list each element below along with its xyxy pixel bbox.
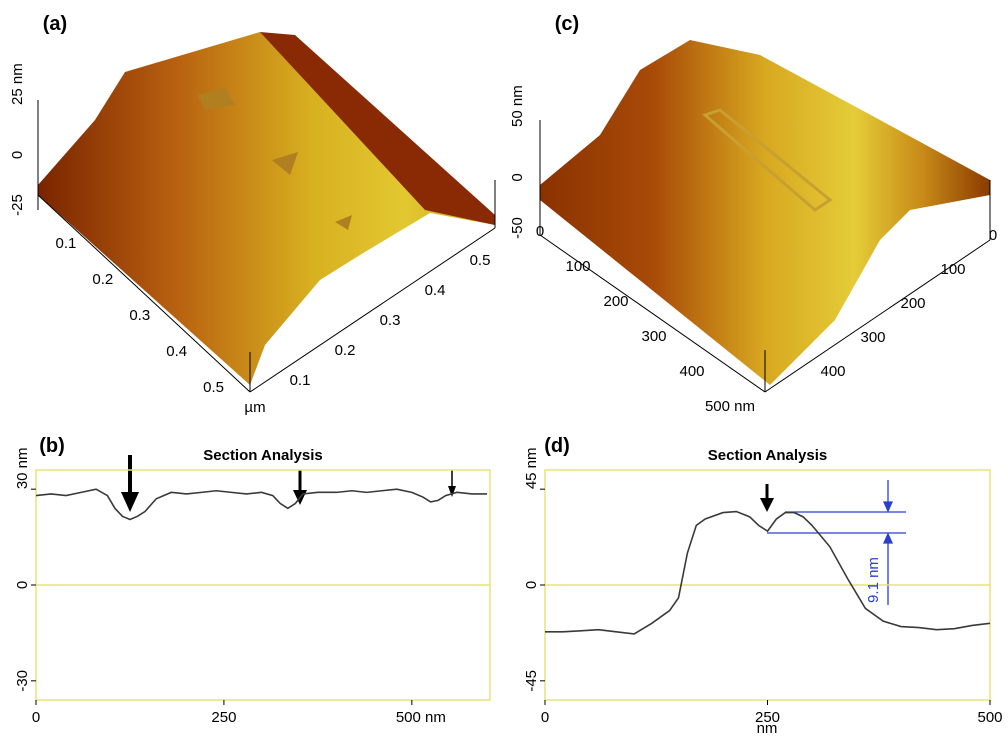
y-tick-label: 30 nm	[14, 447, 31, 489]
x-tick-label: 0	[536, 223, 544, 240]
panel-label: (b)	[39, 435, 65, 457]
y-tick-label: 0	[989, 227, 997, 244]
panel-label: (a)	[43, 13, 67, 35]
x-tick-label: 250	[211, 709, 236, 726]
x-tick-label: 0.5	[203, 379, 224, 396]
annotation: 9.1 nm	[865, 557, 882, 603]
panel-label: (c)	[555, 13, 579, 35]
surface-image	[539, 40, 991, 393]
y-tick-label: -30	[14, 670, 31, 692]
x-tick-label: 400	[679, 363, 704, 380]
x-tick-label: 0.2	[92, 271, 113, 288]
x-tick-label: 250	[755, 709, 780, 726]
y-tick-label: 0.1	[290, 372, 311, 389]
y-tick-label: 0.4	[425, 282, 446, 299]
x-tick-label: 0.4	[166, 343, 187, 360]
x-tick-label: 0	[32, 709, 40, 726]
y-tick-label: -45	[523, 670, 540, 692]
y-tick-label: 0	[14, 581, 31, 589]
x-tick-label: 500 nm	[705, 398, 755, 415]
y-tick-label: 200	[900, 295, 925, 312]
profile-line	[545, 510, 991, 635]
z-tick-label: -50	[509, 217, 526, 239]
x-tick-label: 100	[565, 258, 590, 275]
y-tick-label: 0.5	[470, 252, 491, 269]
chart-title: Section Analysis	[708, 447, 828, 464]
z-tick-label: 50 nm	[509, 85, 526, 127]
y-tick-label: 45 nm	[523, 447, 540, 489]
y-tick-label: 0.3	[380, 312, 401, 329]
y-tick-label: 100	[940, 261, 965, 278]
x-axis-label: µm	[244, 399, 265, 416]
y-tick-label: 0	[523, 581, 540, 589]
x-tick-label: 0.1	[55, 235, 76, 252]
x-tick-label: 500	[977, 709, 1002, 726]
measurement-lines	[767, 480, 906, 605]
profile-line	[35, 488, 487, 521]
x-tick-label: 0	[541, 709, 549, 726]
x-tick-label: 500 nm	[396, 709, 446, 726]
z-tick-label: 0	[9, 151, 26, 159]
x-tick-label: 0.3	[129, 307, 150, 324]
y-tick-label: 300	[860, 329, 885, 346]
z-tick-label: -25	[9, 194, 26, 216]
x-tick-label: 300	[641, 328, 666, 345]
y-tick-label: 0.2	[335, 342, 356, 359]
z-tick-label: 25 nm	[9, 63, 26, 105]
z-tick-label: 0	[509, 173, 526, 181]
x-axis-label: nm	[757, 720, 778, 737]
y-tick-label: 400	[820, 363, 845, 380]
x-tick-label: 200	[603, 293, 628, 310]
surface-image	[37, 32, 496, 393]
panel-label: (d)	[544, 435, 570, 457]
chart-title: Section Analysis	[203, 447, 323, 464]
